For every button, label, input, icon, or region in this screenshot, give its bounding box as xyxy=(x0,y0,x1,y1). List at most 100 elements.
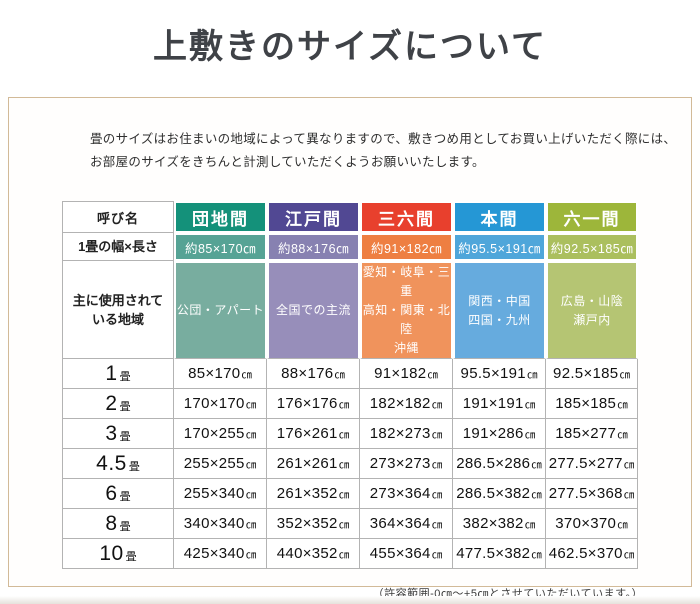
tatami-count: 10 xyxy=(99,541,124,565)
value-cell: 182×273㎝ xyxy=(360,419,453,449)
unit-size-honma: 約95.5×191㎝ xyxy=(453,233,546,261)
value-cell: 91×182㎝ xyxy=(360,359,453,389)
value-cell: 370×370㎝ xyxy=(546,509,638,539)
region-line: 沖縄 xyxy=(393,341,419,355)
value-cell: 440×352㎝ xyxy=(267,539,360,569)
corner-header-cell: 呼び名 xyxy=(62,201,174,233)
value-cell: 277.5×277㎝ xyxy=(546,449,638,479)
value-cell: 185×185㎝ xyxy=(546,389,638,419)
value-cell: 286.5×286㎝ xyxy=(453,449,546,479)
tatami-size-table: 呼び名 団地間 江戸間 三六間 本間 六一間 1畳の幅×長さ 約85×170㎝ … xyxy=(62,201,638,569)
table-row: 4.5 畳 255×255㎝ 261×261㎝ 273×273㎝ 286.5×28… xyxy=(62,449,638,479)
tatami-count: 8 xyxy=(105,511,118,535)
value-cell: 182×182㎝ xyxy=(360,389,453,419)
value-cell: 170×255㎝ xyxy=(174,419,267,449)
value-cell: 261×352㎝ xyxy=(267,479,360,509)
table-row: 10 畳 425×340㎝ 440×352㎝ 455×364㎝ 477.5×382… xyxy=(62,539,638,569)
info-box: 畳のサイズはお住まいの地域によって異なりますので、敷きつめ用としてお買い上げいた… xyxy=(8,97,692,600)
column-header-danchima: 団地間 xyxy=(174,201,267,233)
region-line: 瀬戸内 xyxy=(573,312,611,327)
column-header-saburoku: 三六間 xyxy=(360,201,453,233)
row-label: 4.5 畳 xyxy=(62,449,174,479)
region-row-label: 主に使用されて いる地域 xyxy=(62,261,174,359)
value-cell: 191×191㎝ xyxy=(453,389,546,419)
value-cell: 382×382㎝ xyxy=(453,509,546,539)
region-line: 愛知・岐阜・三重 xyxy=(362,265,451,298)
unit-size-saburoku: 約91×182㎝ xyxy=(360,233,453,261)
regions-danchima: 公団・アパート xyxy=(174,261,267,359)
value-cell: 92.5×185㎝ xyxy=(546,359,638,389)
regions-honma: 関西・中国 四国・九州 xyxy=(453,261,546,359)
regions-saburoku: 愛知・岐阜・三重 高知・関東・北陸 沖縄 xyxy=(360,261,453,359)
unit-size-rokuichi: 約92.5×185㎝ xyxy=(546,233,638,261)
region-line: 関西・中国 xyxy=(468,293,531,308)
value-cell: 425×340㎝ xyxy=(174,539,267,569)
value-cell: 273×273㎝ xyxy=(360,449,453,479)
value-cell: 352×352㎝ xyxy=(267,509,360,539)
region-line: 全国での主流 xyxy=(275,303,351,317)
column-header-rokuichi: 六一間 xyxy=(546,201,638,233)
value-cell: 462.5×370㎝ xyxy=(546,539,638,569)
value-cell: 455×364㎝ xyxy=(360,539,453,569)
page-title: 上敷きのサイズについて xyxy=(153,29,547,66)
bottom-edge-shading xyxy=(0,596,700,604)
tatami-suffix: 畳 xyxy=(119,490,131,503)
region-line: 広島・山陰 xyxy=(560,293,624,308)
value-cell: 273×364㎝ xyxy=(360,479,453,509)
tatami-count: 1 xyxy=(105,361,118,385)
region-label-line-1: 主に使用されて xyxy=(72,292,164,308)
value-cell: 340×340㎝ xyxy=(174,509,267,539)
tatami-count: 6 xyxy=(105,481,118,505)
regions-edoma: 全国での主流 xyxy=(267,261,360,359)
tatami-count: 3 xyxy=(105,421,118,445)
regions-rokuichi: 広島・山陰 瀬戸内 xyxy=(546,261,638,359)
column-header-honma: 本間 xyxy=(453,201,546,233)
tatami-suffix: 畳 xyxy=(119,430,131,443)
tatami-suffix: 畳 xyxy=(119,400,131,413)
regions-row: 主に使用されて いる地域 公団・アパート 全国での主流 愛知・岐阜・三重 高知・… xyxy=(62,261,638,359)
tatami-suffix: 畳 xyxy=(128,460,140,473)
region-line: 公団・アパート xyxy=(176,303,265,317)
value-cell: 255×340㎝ xyxy=(174,479,267,509)
tatami-count: 2 xyxy=(105,391,118,415)
value-cell: 364×364㎝ xyxy=(360,509,453,539)
value-cell: 261×261㎝ xyxy=(267,449,360,479)
value-cell: 85×170㎝ xyxy=(174,359,267,389)
column-header-edoma: 江戸間 xyxy=(267,201,360,233)
region-line: 高知・関東・北陸 xyxy=(362,303,451,336)
value-cell: 277.5×368㎝ xyxy=(546,479,638,509)
unit-size-edoma: 約88×176㎝ xyxy=(267,233,360,261)
value-cell: 88×176㎝ xyxy=(267,359,360,389)
tatami-suffix: 畳 xyxy=(119,520,131,533)
value-cell: 176×176㎝ xyxy=(267,389,360,419)
value-cell: 286.5×382㎝ xyxy=(453,479,546,509)
row-label: 10 畳 xyxy=(62,539,174,569)
tatami-suffix: 畳 xyxy=(119,370,131,383)
value-cell: 170×170㎝ xyxy=(174,389,267,419)
region-line: 四国・九州 xyxy=(468,312,531,327)
unit-size-danchima: 約85×170㎝ xyxy=(174,233,267,261)
table-header-row: 呼び名 団地間 江戸間 三六間 本間 六一間 xyxy=(62,201,638,233)
intro-text: 畳のサイズはお住まいの地域によって異なりますので、敷きつめ用としてお買い上げいた… xyxy=(9,128,691,174)
region-label-line-2: いる地域 xyxy=(91,311,144,327)
intro-line-1: 畳のサイズはお住まいの地域によって異なりますので、敷きつめ用としてお買い上げいた… xyxy=(90,132,677,146)
value-cell: 255×255㎝ xyxy=(174,449,267,479)
size-row-label: 1畳の幅×長さ xyxy=(62,233,174,261)
tatami-count: 4.5 xyxy=(96,451,127,475)
intro-line-2: お部屋のサイズをきちんと計測していただくようお願いいたします。 xyxy=(90,155,485,169)
value-cell: 191×286㎝ xyxy=(453,419,546,449)
value-cell: 185×277㎝ xyxy=(546,419,638,449)
value-cell: 477.5×382㎝ xyxy=(453,539,546,569)
value-cell: 95.5×191㎝ xyxy=(453,359,546,389)
